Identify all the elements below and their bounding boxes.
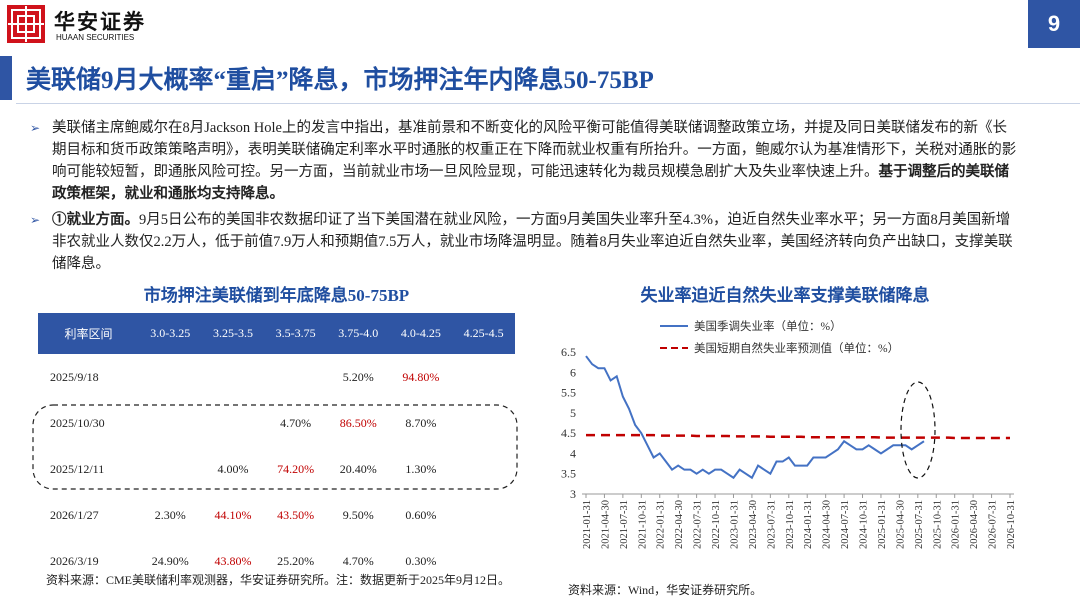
table-cell: 9.50% xyxy=(342,507,374,522)
x-tick-label: 2023-01-31 xyxy=(729,500,740,549)
table-cell: 0.60% xyxy=(405,507,437,522)
column-header: 3.75-4.0 xyxy=(326,313,390,354)
column-header: 3.5-3.75 xyxy=(264,313,327,354)
highlight-ellipse xyxy=(900,381,936,479)
y-tick-label: 6 xyxy=(570,365,576,379)
x-tick-label: 2023-07-31 xyxy=(766,500,777,549)
logo-subname: HUAAN SECURITIES xyxy=(56,33,135,42)
page-number: 9 xyxy=(1028,0,1080,48)
bullet-text: 基于调整后的美联储政策框架，就业和通胀均支持降息。 xyxy=(52,164,1009,202)
table-row: 2026/3/19 24.90% 43.80% 25.20% 4.70% 0.30% xyxy=(38,538,515,584)
x-tick-label: 2025-07-31 xyxy=(914,500,925,549)
y-tick-label: 6.5 xyxy=(561,345,576,359)
table-source: 资料来源：CME美联储利率观测器，华安证券研究所。注：数据更新于2025年9月1… xyxy=(46,573,511,587)
x-tick-label: 2023-10-31 xyxy=(785,500,796,549)
table-cell: 5.20% xyxy=(342,369,374,384)
row-date: 2025/10/30 xyxy=(50,415,105,430)
y-tick-label: 5.5 xyxy=(561,386,576,400)
x-tick-label: 2026-07-31 xyxy=(988,500,999,549)
column-header: 4.0-4.25 xyxy=(389,313,453,354)
table-cell: 86.50% xyxy=(339,415,377,430)
table-cell: 1.30% xyxy=(405,461,437,476)
table-cell: 0.30% xyxy=(405,553,437,568)
x-tick-label: 2024-01-31 xyxy=(803,500,814,549)
column-header: 3.25-3.5 xyxy=(201,313,265,354)
table-cell: 4.70% xyxy=(280,415,312,430)
bullet-text: ①就业方面。 xyxy=(52,212,139,228)
y-tick-label: 3 xyxy=(570,487,576,501)
x-tick-label: 2026-04-30 xyxy=(969,500,980,549)
table-cell xyxy=(452,492,515,538)
table-row: 2025/12/11 4.00% 74.20% 20.40% 1.30% xyxy=(38,446,515,492)
bullet-text: 美联储主席鲍威尔在8月Jackson Hole上的发言中指出，基准前景和不断变化… xyxy=(52,120,1017,180)
table-cell xyxy=(452,354,515,400)
x-tick-label: 2021-04-30 xyxy=(600,500,611,549)
table-cell: 25.20% xyxy=(277,553,315,568)
table-cell: 94.80% xyxy=(402,369,440,384)
chart-source: 资料来源：Wind，华安证券研究所。 xyxy=(568,583,763,597)
row-date: 2025/12/11 xyxy=(50,461,105,476)
x-tick-label: 2022-04-30 xyxy=(674,500,685,549)
table-title: 市场押注美联储到年底降息50-75BP xyxy=(143,286,410,305)
x-tick-label: 2021-10-31 xyxy=(637,500,648,549)
table-cell xyxy=(264,354,327,400)
title-bar xyxy=(0,56,12,100)
x-tick-label: 2022-10-31 xyxy=(711,500,722,549)
table-cell: 4.00% xyxy=(217,461,249,476)
legend-label: 美国季调失业率（单位：%） xyxy=(694,319,842,333)
table: 利率区间 3.0-3.25 3.25-3.5 3.5-3.75 3.75-4.0 4.0-… xyxy=(38,313,515,584)
bullet-text: 9月5日公布的美国非农数据印证了当下美国潜在就业风险，一方面9月美国失业率升至4… xyxy=(52,212,1013,272)
row-date: 2026/1/27 xyxy=(50,507,99,522)
x-tick-label: 2024-04-30 xyxy=(822,500,833,549)
y-tick-label: 5 xyxy=(570,406,576,420)
x-tick-label: 2026-10-31 xyxy=(1006,500,1017,549)
row-date: 2026/3/19 xyxy=(50,553,99,568)
x-tick-label: 2026-01-31 xyxy=(951,500,962,549)
table-cell: 44.10% xyxy=(214,507,252,522)
table-highlight xyxy=(32,404,518,490)
x-tick-label: 2024-10-31 xyxy=(859,500,870,549)
table-cell: 24.90% xyxy=(151,553,189,568)
table-cell: 43.80% xyxy=(214,553,252,568)
series-line xyxy=(586,433,1010,440)
table-row: 2025/10/30 4.70% 86.50% 8.70% xyxy=(38,400,515,446)
table-cell xyxy=(139,354,202,400)
legend-label: 美国短期自然失业率预测值（单位：%） xyxy=(694,341,899,355)
table-cell: 8.70% xyxy=(405,415,437,430)
series-line xyxy=(585,355,925,480)
column-header: 3.0-3.25 xyxy=(138,313,202,354)
y-tick-label: 3.5 xyxy=(561,467,576,481)
slide-title: 美联储9月大概率“重启”降息，市场押注年内降息50-75BP xyxy=(26,67,654,94)
table-cell xyxy=(202,354,265,400)
table-row: 2025/9/18 5.20% 94.80% xyxy=(38,354,515,400)
table-header-row: 利率区间 3.0-3.25 3.25-3.5 3.5-3.75 3.75-4.0 4.0-… xyxy=(38,313,515,354)
x-tick-label: 2021-01-31 xyxy=(582,500,593,549)
column-header: 4.25-4.5 xyxy=(452,313,515,354)
chart-title: 失业率迫近自然失业率支撑美联储降息 xyxy=(640,286,930,305)
x-tick-label: 2025-01-31 xyxy=(877,500,888,549)
logo-name: 华安证券 xyxy=(54,10,146,34)
table-row: 2026/1/27 2.30% 44.10% 43.50% 9.50% 0.60% xyxy=(38,492,515,538)
x-tick-label: 2025-10-31 xyxy=(932,500,943,549)
bullet: ①就业方面。9月5日公布的美国非农数据印证了当下美国潜在就业风险，一方面9月美国… xyxy=(30,209,1020,275)
row-date: 2025/9/18 xyxy=(50,369,99,384)
x-tick-label: 2024-07-31 xyxy=(840,500,851,549)
column-header: 利率区间 xyxy=(38,313,139,354)
title-rule xyxy=(16,103,1080,104)
x-tick-label: 2021-07-31 xyxy=(619,500,630,549)
y-tick-label: 4 xyxy=(570,446,576,460)
y-tick-label: 4.5 xyxy=(561,426,576,440)
logo-icon xyxy=(7,5,45,43)
table-cell: 2.30% xyxy=(154,507,186,522)
table-cell: 4.70% xyxy=(342,553,374,568)
x-tick-label: 2023-04-30 xyxy=(748,500,759,549)
x-tick-label: 2025-04-30 xyxy=(895,500,906,549)
x-tick-label: 2022-01-31 xyxy=(656,500,667,549)
x-tick-label: 2022-07-31 xyxy=(693,500,704,549)
table-cell: 43.50% xyxy=(277,507,315,522)
table-cell: 20.40% xyxy=(339,461,377,476)
table-cell: 74.20% xyxy=(277,461,315,476)
bullet: 美联储主席鲍威尔在8月Jackson Hole上的发言中指出，基准前景和不断变化… xyxy=(30,117,1020,205)
